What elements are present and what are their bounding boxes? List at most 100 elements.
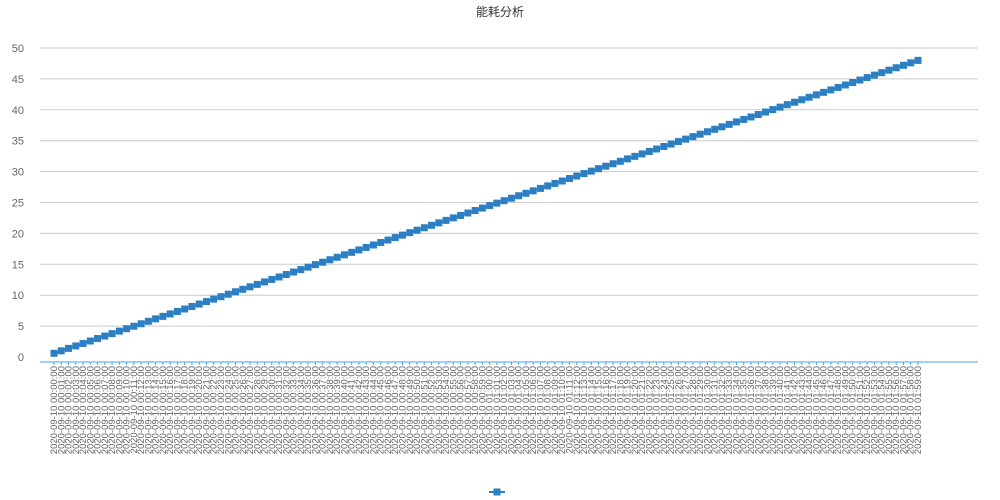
data-point — [805, 93, 813, 101]
x-tick-label: 2020-09-10 00:13:00 — [143, 366, 154, 454]
data-point — [762, 108, 770, 116]
data-point — [65, 344, 73, 352]
x-tick-label: 2020-09-10 00:31:00 — [274, 366, 285, 454]
data-point — [914, 56, 922, 64]
data-point — [515, 192, 523, 200]
legend-marker[interactable] — [493, 488, 501, 496]
x-tick-label: 2020-09-10 01:36:00 — [746, 366, 757, 454]
x-tick-label: 2020-09-10 00:08:00 — [107, 366, 118, 454]
x-tick-label: 2020-09-10 01:53:00 — [869, 366, 880, 454]
x-tick-label: 2020-09-10 01:07:00 — [535, 366, 546, 454]
data-point — [152, 315, 160, 323]
data-point — [304, 263, 312, 271]
x-tick-label: 2020-09-10 00:01:00 — [56, 366, 67, 454]
data-point — [377, 239, 385, 247]
x-tick-label: 2020-09-10 00:52:00 — [427, 366, 438, 454]
data-point — [689, 133, 697, 141]
x-tick-label: 2020-09-10 01:18:00 — [615, 366, 626, 454]
series-line — [50, 56, 922, 357]
data-point — [856, 76, 864, 84]
x-tick-label: 2020-09-10 01:00:00 — [485, 366, 496, 454]
x-tick-label: 2020-09-10 00:29:00 — [260, 366, 271, 454]
data-point — [878, 69, 886, 77]
x-tick-label: 2020-09-10 00:18:00 — [180, 366, 191, 454]
x-tick-label: 2020-09-10 00:03:00 — [71, 366, 82, 454]
gridlines — [40, 47, 978, 327]
data-point — [595, 165, 603, 173]
x-tick-label: 2020-09-10 00:04:00 — [78, 366, 89, 454]
x-tick-label: 2020-09-10 01:16:00 — [601, 366, 612, 454]
data-point — [435, 219, 443, 227]
x-tick-label: 2020-09-10 01:29:00 — [695, 366, 706, 454]
data-point — [565, 175, 573, 183]
data-point — [224, 290, 232, 298]
data-point — [399, 231, 407, 239]
x-tick-label: 2020-09-10 00:42:00 — [354, 366, 365, 454]
data-point — [108, 330, 116, 338]
data-point — [246, 283, 254, 291]
x-tick-label: 2020-09-10 00:46:00 — [383, 366, 394, 454]
data-point — [682, 135, 690, 143]
x-tick-label: 2020-09-10 00:37:00 — [318, 366, 329, 454]
data-point — [137, 320, 145, 328]
x-tick-label: 2020-09-10 01:47:00 — [826, 366, 837, 454]
x-tick-label: 2020-09-10 00:10:00 — [122, 366, 133, 454]
data-point — [340, 251, 348, 259]
data-point — [645, 147, 653, 155]
x-tick-label: 2020-09-10 00:58:00 — [470, 366, 481, 454]
x-tick-label: 2020-09-10 00:49:00 — [405, 366, 416, 454]
data-point — [290, 268, 298, 276]
data-point — [239, 285, 247, 293]
x-tick-label: 2020-09-10 00:24:00 — [223, 366, 234, 454]
x-tick-label: 2020-09-10 00:39:00 — [332, 366, 343, 454]
data-point — [638, 150, 646, 158]
x-tick-label: 2020-09-10 01:34:00 — [731, 366, 742, 454]
x-tick-label: 2020-09-10 01:54:00 — [877, 366, 888, 454]
x-tick-label: 2020-09-10 00:30:00 — [267, 366, 278, 454]
x-tick-label: 2020-09-10 01:24:00 — [659, 366, 670, 454]
data-point — [442, 216, 450, 224]
data-point — [348, 248, 356, 256]
x-tick-label: 2020-09-10 00:32:00 — [281, 366, 292, 454]
y-tick-label: 35 — [12, 136, 24, 148]
x-tick-label: 2020-09-10 00:36:00 — [310, 366, 321, 454]
x-tick-label: 2020-09-10 00:54:00 — [441, 366, 452, 454]
x-tick-label: 2020-09-10 01:01:00 — [492, 366, 503, 454]
data-point — [536, 184, 544, 192]
x-tick-label: 2020-09-10 01:42:00 — [790, 366, 801, 454]
y-tick-label: 0 — [18, 352, 24, 364]
data-point — [123, 325, 131, 333]
x-tick-label: 2020-09-10 00:43:00 — [361, 366, 372, 454]
data-point — [798, 96, 806, 104]
data-point — [282, 271, 290, 279]
data-point — [587, 167, 595, 175]
x-tick-label: 2020-09-10 01:32:00 — [717, 366, 728, 454]
data-point — [253, 280, 261, 288]
x-tick-label: 2020-09-10 00:56:00 — [456, 366, 467, 454]
x-tick-label: 2020-09-10 01:26:00 — [673, 366, 684, 454]
data-point — [362, 243, 370, 251]
data-point — [863, 74, 871, 82]
x-tick-label: 2020-09-10 00:02:00 — [64, 366, 75, 454]
x-tick-label: 2020-09-10 00:22:00 — [209, 366, 220, 454]
x-tick-label: 2020-09-10 01:11:00 — [564, 366, 575, 454]
data-point — [144, 317, 152, 325]
x-tick-label: 2020-09-10 01:22:00 — [644, 366, 655, 454]
data-point — [384, 236, 392, 244]
data-point — [754, 111, 762, 119]
data-point — [57, 347, 65, 355]
data-point — [696, 130, 704, 138]
x-tick-label: 2020-09-10 00:33:00 — [289, 366, 300, 454]
x-tick-label: 2020-09-10 01:51:00 — [855, 366, 866, 454]
data-point — [188, 303, 196, 311]
data-point — [899, 61, 907, 69]
data-point — [841, 81, 849, 89]
x-tick-label: 2020-09-10 00:59:00 — [477, 366, 488, 454]
data-point — [529, 187, 537, 195]
legend[interactable] — [489, 488, 505, 496]
data-point — [319, 258, 327, 266]
data-point — [725, 120, 733, 128]
data-point — [195, 300, 203, 308]
